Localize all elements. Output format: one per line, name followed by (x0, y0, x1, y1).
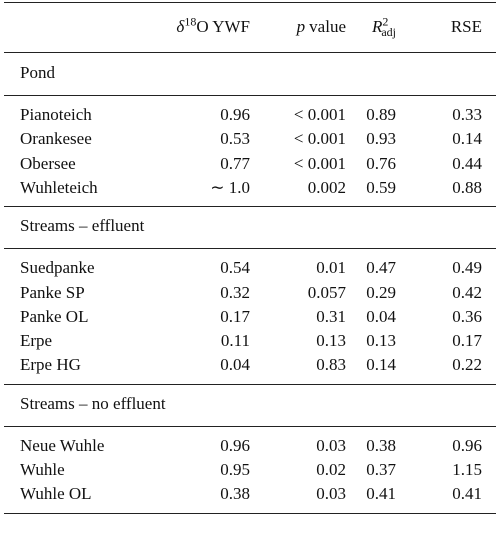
header-sub: adj (381, 25, 396, 40)
row-label: Wuhle OL (20, 484, 92, 504)
value-cell: 0.002 (307, 177, 346, 197)
value-cell: 0.93 (366, 129, 396, 149)
value-cell: 0.96 (220, 105, 250, 124)
value-cell: 0.32 (220, 282, 250, 302)
header-rule (4, 52, 496, 53)
value-cell: 0.11 (220, 331, 250, 351)
group-rule (4, 95, 496, 96)
value-cell: < 0.001 (293, 129, 346, 149)
value-cell: 0.13 (366, 331, 396, 351)
value-cell: 0.49 (452, 258, 482, 278)
top-rule (4, 2, 496, 3)
value-cell: 0.22 (452, 355, 482, 375)
value-cell: 0.96 (452, 435, 482, 455)
group-title: Pond (20, 63, 55, 82)
value-cell: 0.96 (220, 435, 250, 455)
header-text: value (309, 17, 346, 36)
row-label: Erpe HG (20, 355, 81, 375)
value-cell: 1.15 (452, 460, 482, 479)
value-cell: 0.77 (220, 153, 250, 173)
row-label: Suedpanke (20, 258, 95, 278)
value-cell: 0.33 (452, 105, 482, 124)
value-cell: ∼ 1.0 (210, 177, 250, 197)
group-rule (4, 248, 496, 250)
row-label: Wuhle (20, 460, 65, 479)
value-cell: 0.53 (220, 129, 250, 149)
header-symbol: R (371, 17, 383, 36)
row-label: Neue Wuhle (20, 435, 105, 455)
value-cell: 0.04 (220, 355, 250, 375)
header-cell: δ18O YWF (110, 15, 250, 39)
header-sup: 2 (382, 14, 389, 29)
header-cell: p value (256, 15, 346, 39)
value-cell: 0.13 (316, 331, 346, 351)
header-symbol: p (296, 17, 306, 36)
group-title: Streams – effluent (20, 216, 145, 236)
header-text: O YWF (196, 17, 250, 36)
value-cell: 0.47 (366, 258, 396, 278)
row-label: Pianoteich (20, 105, 92, 124)
value-cell: 0.17 (452, 331, 482, 351)
value-cell: 0.14 (366, 355, 396, 375)
value-cell: 0.38 (366, 435, 396, 455)
row-label: Wuhleteich (20, 177, 98, 197)
row-label: Erpe (20, 331, 53, 351)
group-rule (4, 206, 496, 208)
value-cell: 0.14 (452, 129, 482, 149)
value-cell: 0.76 (366, 153, 396, 173)
value-cell: < 0.001 (293, 153, 346, 173)
value-cell: 0.83 (316, 355, 346, 375)
value-cell: 0.29 (366, 282, 396, 302)
value-cell: 0.01 (316, 258, 346, 278)
value-cell: 0.95 (220, 460, 250, 479)
row-label: Obersee (20, 153, 76, 173)
group-title: Streams – no effluent (20, 393, 166, 413)
value-cell: 0.41 (452, 484, 482, 504)
value-cell: 0.88 (452, 177, 482, 197)
value-cell: 0.057 (307, 282, 346, 302)
value-cell: 0.37 (366, 460, 396, 479)
value-cell: 0.41 (366, 484, 396, 504)
row-label: Panke OL (20, 306, 89, 326)
value-cell: < 0.001 (293, 105, 346, 124)
group-rule (4, 383, 496, 385)
row-label: Orankesee (20, 129, 92, 149)
row-label: Panke SP (20, 282, 85, 302)
header-cell: RSE (450, 17, 482, 36)
value-cell: 0.17 (220, 306, 250, 326)
value-cell: 0.89 (366, 105, 396, 124)
value-cell: 0.04 (366, 306, 396, 326)
value-cell: 0.44 (452, 153, 482, 173)
bottom-rule (4, 512, 496, 514)
value-cell: 0.36 (452, 306, 482, 326)
value-cell: 0.54 (220, 258, 250, 278)
header-cell: R2adj (346, 15, 396, 39)
value-cell: 0.38 (220, 484, 250, 504)
value-cell: 0.59 (366, 177, 396, 197)
header-symbol: δ (176, 17, 185, 36)
value-cell: 0.03 (316, 435, 346, 455)
group-rule (4, 425, 496, 427)
header-sup: 18 (184, 14, 197, 29)
value-cell: 0.02 (316, 460, 346, 479)
value-cell: 0.31 (316, 306, 346, 326)
value-cell: 0.03 (316, 484, 346, 504)
value-cell: 0.42 (452, 282, 482, 302)
